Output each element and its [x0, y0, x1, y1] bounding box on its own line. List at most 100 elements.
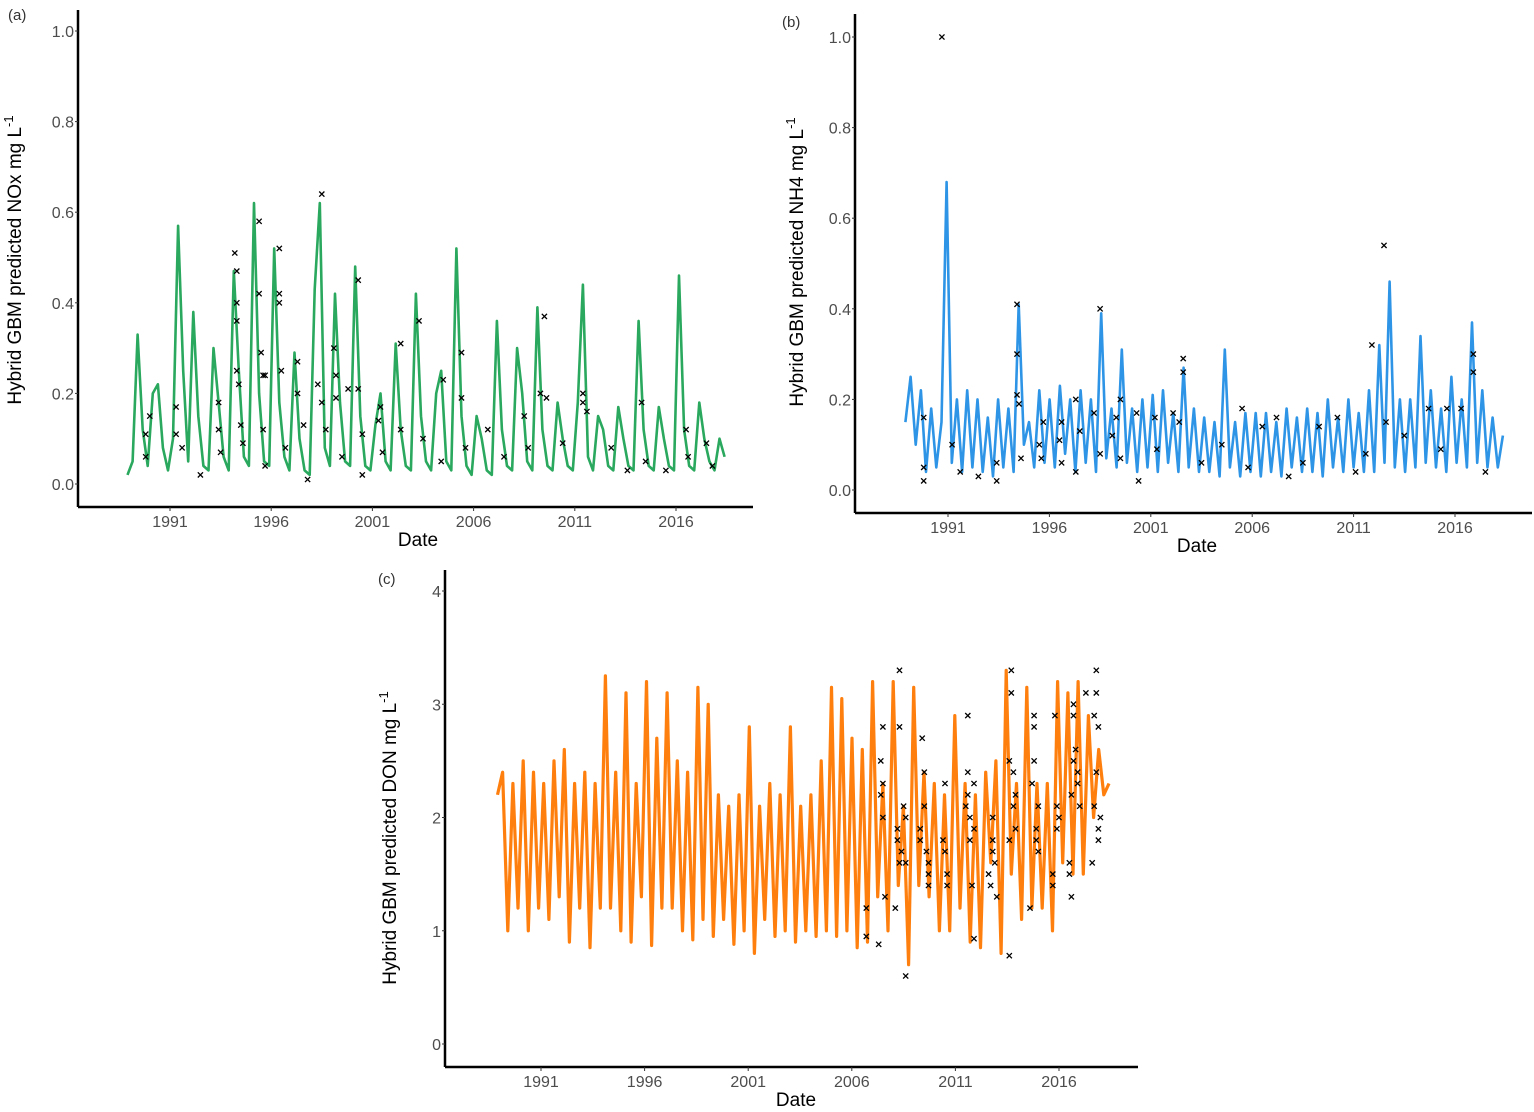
observed-point-marker	[1401, 432, 1408, 439]
observed-point-marker	[923, 848, 930, 855]
observed-point-marker	[1443, 405, 1450, 412]
y-axis-title-superscript: -1	[783, 117, 798, 129]
observed-point-marker	[231, 249, 238, 257]
observed-point-marker	[146, 412, 153, 420]
observed-point-marker	[1470, 369, 1477, 376]
observed-point-marker	[345, 385, 352, 392]
observed-point-marker	[921, 803, 928, 810]
observed-point-marker	[1352, 468, 1359, 475]
observed-point-marker	[925, 882, 932, 889]
observed-point-marker	[975, 473, 982, 480]
y-tick-label: 0.8	[52, 115, 74, 132]
panel-label: (a)	[8, 7, 26, 24]
observed-point-marker	[1316, 423, 1323, 430]
observed-point-marker	[1259, 423, 1266, 430]
observed-point-marker	[896, 723, 903, 730]
observed-point-marker	[898, 848, 905, 855]
observed-point-marker	[1239, 405, 1246, 412]
observed-point-marker	[1382, 418, 1390, 426]
observed-point-marker	[237, 422, 244, 429]
observed-point-marker	[1093, 667, 1100, 674]
y-tick-label: 1.0	[52, 24, 74, 41]
observed-point-marker	[1470, 351, 1477, 358]
observed-point-marker	[1076, 428, 1083, 435]
observed-point-marker	[1135, 477, 1142, 484]
observed-point-marker	[322, 426, 329, 433]
y-tick-label: 0.4	[52, 296, 74, 313]
observed-point-marker	[1072, 396, 1079, 403]
observed-point-marker	[173, 403, 180, 411]
observed-point-marker	[235, 381, 242, 388]
observed-point-marker	[1036, 441, 1043, 448]
observed-point-marker	[318, 191, 325, 198]
observed-point-marker	[559, 440, 566, 447]
observed-point-marker	[543, 394, 550, 401]
observed-point-marker	[1040, 418, 1047, 426]
observed-point-marker	[1035, 803, 1042, 810]
y-axis-title: Hybrid GBM predicted DON mg L-1	[376, 691, 401, 984]
observed-point-marker	[583, 408, 590, 415]
observed-point-marker	[944, 871, 951, 878]
observed-point-marker	[233, 367, 240, 374]
observed-point-marker	[920, 414, 927, 421]
x-tick-label: 2006	[1234, 520, 1270, 537]
observed-point-marker	[993, 459, 1000, 466]
observed-point-marker	[294, 390, 301, 397]
observed-point-marker	[521, 412, 528, 420]
x-tick-label: 1996	[253, 514, 289, 531]
observed-point-marker	[957, 468, 964, 475]
y-tick-label: 1.0	[829, 30, 851, 47]
observed-point-marker	[239, 440, 246, 447]
observed-point-marker	[233, 268, 240, 275]
observed-point-marker	[970, 780, 978, 787]
observed-point-marker	[709, 462, 716, 469]
observed-point-marker	[989, 814, 996, 821]
observed-point-marker	[624, 467, 631, 474]
x-tick-label: 1996	[627, 1074, 663, 1091]
observed-point-marker	[879, 723, 886, 730]
y-tick-label: 2	[432, 811, 441, 828]
observed-point-marker	[1035, 848, 1042, 855]
observed-point-marker	[939, 837, 947, 844]
observed-point-marker	[1151, 414, 1158, 421]
observed-point-marker	[458, 349, 465, 356]
observed-point-marker	[966, 837, 973, 844]
observed-point-marker	[1109, 432, 1116, 439]
observed-point-marker	[896, 859, 903, 866]
observed-point-marker	[987, 882, 994, 889]
observed-point-marker	[662, 467, 669, 474]
x-tick-label: 1991	[930, 520, 966, 537]
observed-point-marker	[256, 290, 263, 297]
observed-point-marker	[1008, 667, 1015, 674]
observed-point-marker	[304, 476, 311, 483]
observed-point-marker	[1218, 441, 1225, 448]
observed-point-marker	[877, 791, 884, 798]
observed-point-marker	[1053, 825, 1060, 832]
observed-point-marker	[318, 399, 325, 406]
observed-point-marker	[579, 399, 586, 406]
observed-point-marker	[1066, 859, 1073, 866]
observed-point-marker	[355, 385, 362, 392]
x-tick-label: 2001	[1133, 520, 1169, 537]
y-tick-label: 0.8	[829, 121, 851, 138]
panel-b-nh4: (b) Date Hybrid GBM predicted NH4 mg L-1…	[782, 14, 1532, 557]
y-tick-label: 0.6	[52, 205, 74, 222]
observed-point-marker	[962, 803, 969, 810]
y-tick-label: 0.0	[52, 477, 74, 494]
observed-point-marker	[1095, 723, 1102, 730]
x-tick-label: 2001	[730, 1074, 766, 1091]
observed-point-marker	[1113, 414, 1120, 421]
x-tick-label: 2011	[558, 514, 593, 531]
observed-point-marker	[993, 893, 1000, 900]
observed-point-marker	[964, 712, 971, 719]
observed-point-marker	[462, 444, 469, 451]
observed-point-marker	[215, 399, 222, 406]
x-tick-label: 1991	[152, 514, 188, 531]
observed-point-marker	[968, 882, 976, 889]
observed-point-marker	[355, 277, 362, 284]
observed-point-marker	[703, 440, 710, 447]
observed-point-marker	[1017, 455, 1025, 462]
observed-point-marker	[215, 426, 222, 433]
observed-point-marker	[993, 477, 1000, 484]
observed-point-marker	[415, 317, 423, 324]
